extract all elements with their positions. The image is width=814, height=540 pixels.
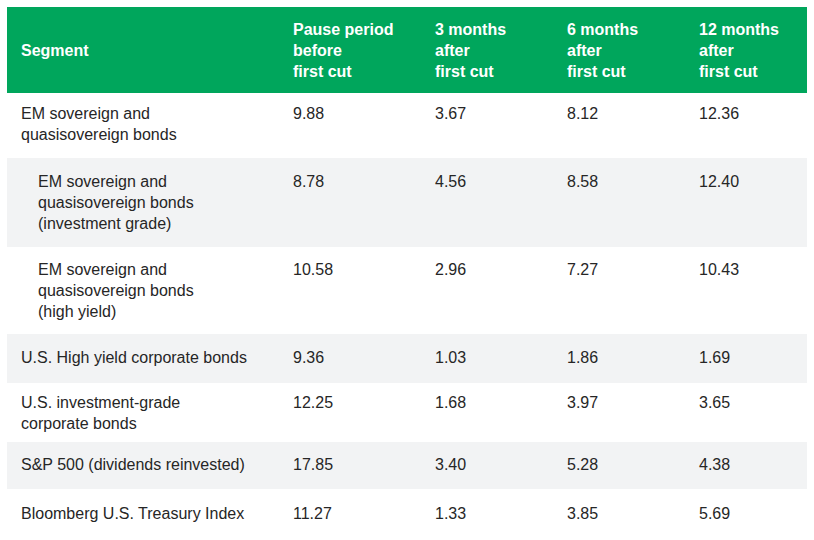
value-cell: 12.36: [699, 103, 807, 124]
value-cell: 8.58: [567, 171, 699, 192]
value-cell: 7.27: [567, 259, 699, 280]
value-cell: 2.96: [435, 259, 567, 280]
value-cell: 12.25: [293, 392, 435, 413]
column-header-6-months-after: 6 months after first cut: [567, 19, 699, 82]
table-row: EM sovereign and quasisovereign bonds (h…: [7, 247, 807, 334]
value-cell: 3.85: [567, 503, 699, 524]
value-cell: 4.38: [699, 454, 807, 475]
segment-cell: EM sovereign and quasisovereign bonds (h…: [7, 259, 293, 322]
value-cell: 5.28: [567, 454, 699, 475]
value-cell: 10.58: [293, 259, 435, 280]
value-cell: 1.69: [699, 347, 807, 368]
value-cell: 8.78: [293, 171, 435, 192]
value-cell: 11.27: [293, 503, 435, 524]
table-row: EM sovereign and quasisovereign bonds (i…: [7, 158, 807, 247]
table-row: U.S. High yield corporate bonds 9.36 1.0…: [7, 334, 807, 383]
segment-cell: EM sovereign and quasisovereign bonds (i…: [7, 171, 293, 234]
column-header-12-months-after: 12 months after first cut: [699, 19, 807, 82]
segment-cell: Bloomberg U.S. Treasury Index: [7, 503, 293, 524]
value-cell: 1.86: [567, 347, 699, 368]
table-row: Bloomberg U.S. Treasury Index 11.27 1.33…: [7, 489, 807, 540]
segment-cell: U.S. High yield corporate bonds: [7, 347, 293, 368]
value-cell: 9.36: [293, 347, 435, 368]
value-cell: 1.68: [435, 392, 567, 413]
column-header-pause-period: Pause period before first cut: [293, 19, 435, 82]
value-cell: 3.40: [435, 454, 567, 475]
value-cell: 17.85: [293, 454, 435, 475]
value-cell: 10.43: [699, 259, 807, 280]
column-header-segment: Segment: [7, 40, 293, 61]
value-cell: 9.88: [293, 103, 435, 124]
value-cell: 1.33: [435, 503, 567, 524]
value-cell: 8.12: [567, 103, 699, 124]
table-row: S&P 500 (dividends reinvested) 17.85 3.4…: [7, 442, 807, 489]
segment-cell: EM sovereign and quasisovereign bonds: [7, 103, 293, 145]
value-cell: 3.97: [567, 392, 699, 413]
value-cell: 3.65: [699, 392, 807, 413]
column-header-3-months-after: 3 months after first cut: [435, 19, 567, 82]
value-cell: 4.56: [435, 171, 567, 192]
returns-table: Segment Pause period before first cut 3 …: [7, 7, 807, 540]
table-row: U.S. investment-grade corporate bonds 12…: [7, 383, 807, 442]
table-header-row: Segment Pause period before first cut 3 …: [7, 7, 807, 93]
segment-cell: U.S. investment-grade corporate bonds: [7, 392, 293, 434]
value-cell: 3.67: [435, 103, 567, 124]
returns-table-figure: Segment Pause period before first cut 3 …: [0, 0, 814, 540]
value-cell: 1.03: [435, 347, 567, 368]
value-cell: 5.69: [699, 503, 807, 524]
value-cell: 12.40: [699, 171, 807, 192]
table-row: EM sovereign and quasisovereign bonds 9.…: [7, 93, 807, 158]
segment-cell: S&P 500 (dividends reinvested): [7, 454, 293, 475]
